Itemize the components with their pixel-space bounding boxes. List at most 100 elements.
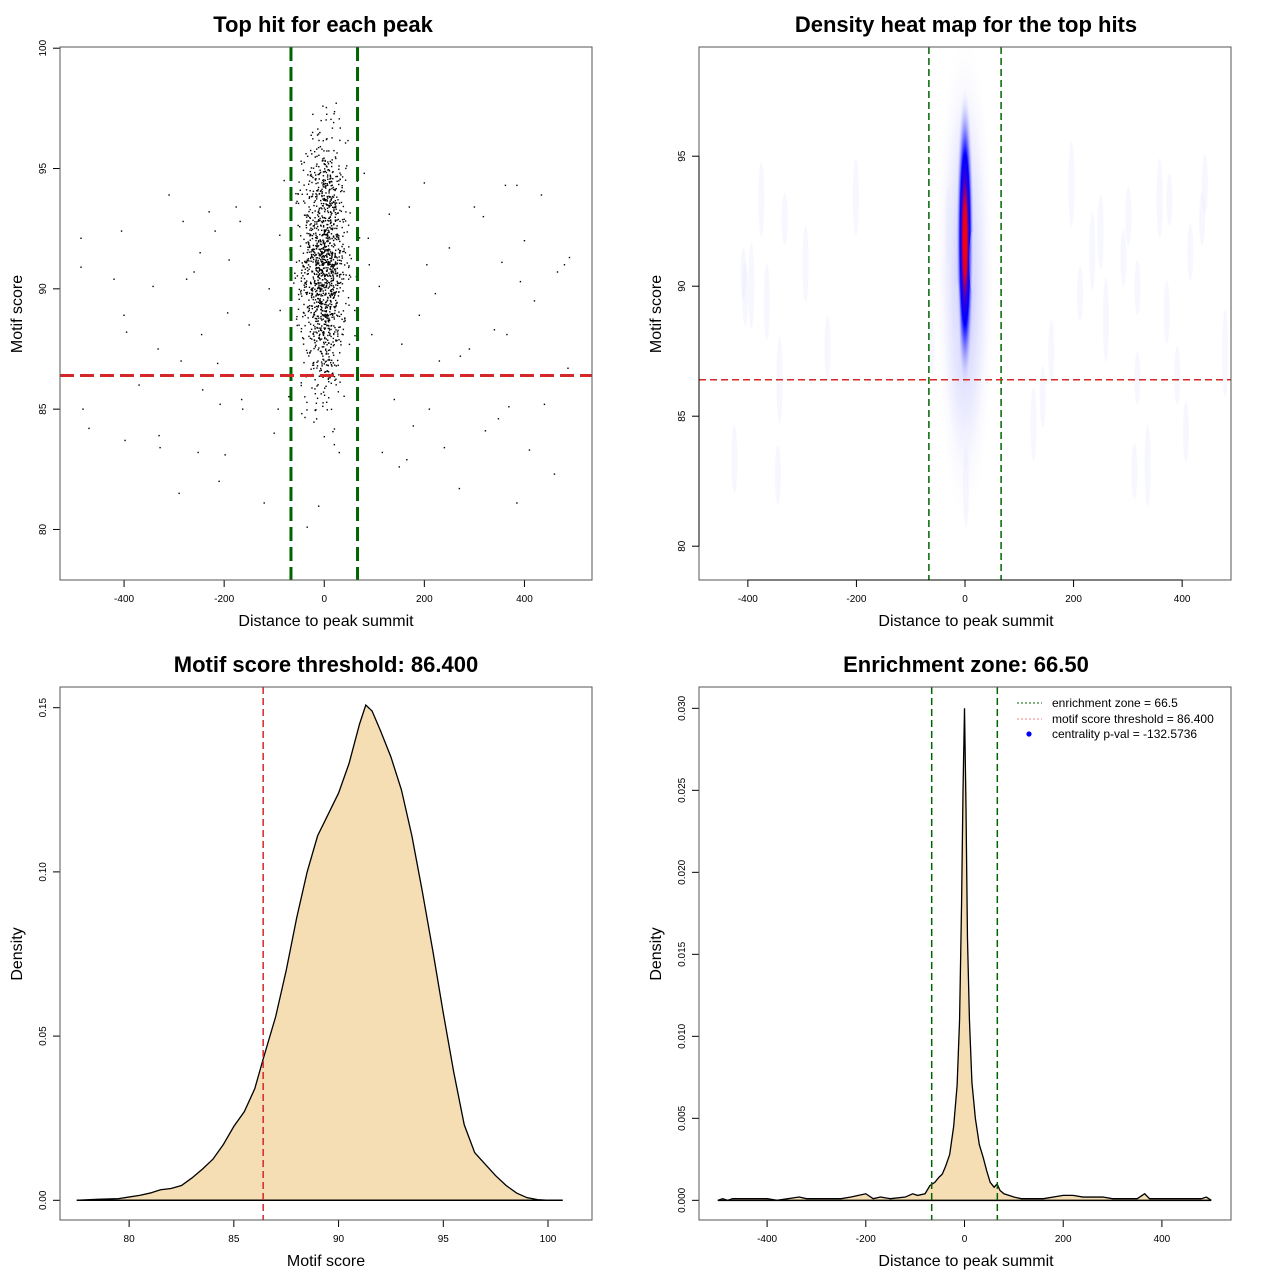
data-point (319, 249, 321, 251)
data-point (344, 220, 347, 222)
data-point (302, 169, 305, 172)
data-point (320, 275, 323, 277)
data-point (320, 352, 323, 355)
data-point (314, 284, 316, 287)
data-point (326, 249, 329, 252)
data-point (322, 273, 325, 275)
data-point (428, 408, 431, 410)
data-point (301, 163, 303, 165)
data-point (324, 159, 326, 162)
data-point (310, 173, 312, 176)
data-point (325, 364, 328, 366)
data-point (310, 296, 313, 299)
data-point (314, 288, 316, 290)
data-point (309, 217, 312, 219)
data-point (331, 303, 333, 306)
data-point (334, 252, 336, 255)
data-point (334, 291, 337, 294)
data-point (337, 335, 339, 337)
data-point (528, 449, 531, 451)
data-point (333, 375, 336, 378)
y-tick-label: 0.005 (677, 1105, 688, 1130)
data-point (318, 270, 321, 272)
density-streak (802, 225, 809, 303)
data-point (324, 307, 327, 309)
data-point (327, 232, 329, 234)
data-point (339, 250, 342, 252)
data-point (268, 288, 270, 290)
data-point (312, 219, 314, 222)
data-point (330, 277, 333, 280)
data-point (332, 266, 334, 268)
data-point (336, 212, 339, 215)
data-point (302, 343, 305, 345)
data-point (324, 182, 327, 185)
y-tick-label: 0.05 (38, 1026, 49, 1046)
data-point (318, 219, 321, 222)
data-point (516, 184, 518, 187)
data-point (331, 187, 333, 190)
data-point (319, 190, 322, 193)
data-point (317, 505, 320, 507)
data-point (312, 258, 315, 261)
data-point (321, 270, 323, 272)
data-point (332, 341, 334, 343)
data-point (325, 353, 328, 355)
data-point (318, 282, 320, 284)
data-point (333, 206, 336, 208)
data-point (330, 364, 333, 366)
data-point (307, 310, 310, 313)
y-tick-label: 95 (38, 163, 49, 175)
data-point (324, 261, 327, 264)
data-point (322, 220, 325, 223)
data-point (323, 168, 326, 170)
data-point (327, 240, 330, 242)
data-point (311, 287, 313, 290)
data-point (327, 219, 329, 222)
data-point (336, 225, 338, 227)
data-point (326, 281, 328, 283)
data-point (323, 286, 325, 289)
data-point (307, 241, 309, 243)
data-point (333, 286, 335, 289)
data-point (317, 173, 319, 176)
data-point (306, 193, 308, 195)
data-point (332, 235, 335, 237)
data-point (326, 184, 329, 187)
data-point (325, 192, 327, 194)
data-point (543, 403, 546, 406)
data-point (326, 274, 328, 276)
data-point (305, 292, 307, 294)
data-point (313, 335, 315, 337)
data-point (320, 199, 322, 202)
data-point (306, 291, 308, 294)
data-point (328, 321, 330, 323)
data-point (324, 310, 327, 312)
data-point (322, 331, 325, 333)
x-tick-label: 80 (124, 1234, 136, 1245)
data-point (320, 338, 323, 340)
data-point (327, 169, 329, 171)
data-point (324, 179, 327, 182)
data-point (315, 294, 318, 296)
data-point (329, 308, 332, 310)
data-point (337, 333, 339, 335)
y-tick-label: 80 (38, 523, 49, 535)
data-point (314, 174, 317, 176)
data-point (311, 256, 313, 258)
data-point (412, 425, 415, 427)
density-streak (969, 231, 976, 292)
data-point (308, 206, 310, 208)
data-point (312, 233, 315, 235)
data-point (319, 131, 321, 134)
density-streak (1156, 158, 1163, 239)
data-point (335, 340, 337, 342)
data-point (327, 353, 329, 355)
data-point (321, 301, 323, 303)
data-point (308, 286, 311, 289)
data-point (328, 319, 331, 322)
data-point (317, 323, 319, 325)
data-point (315, 193, 317, 195)
data-point (303, 286, 306, 288)
data-point (330, 284, 333, 287)
